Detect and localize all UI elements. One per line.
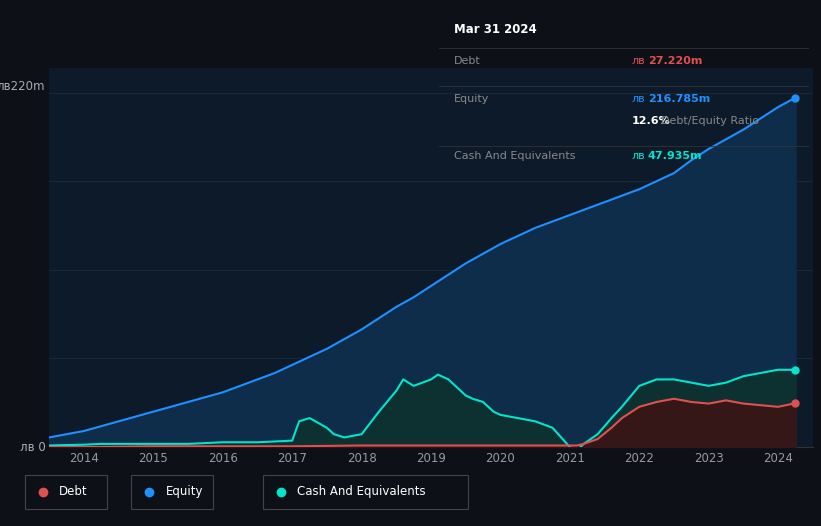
Text: лв: лв (631, 150, 645, 161)
Text: лв 0: лв 0 (20, 441, 45, 453)
Text: Debt: Debt (59, 485, 88, 498)
Text: 216.785m: 216.785m (648, 94, 710, 104)
Text: Equity: Equity (166, 485, 204, 498)
Text: Cash And Equivalents: Cash And Equivalents (454, 150, 576, 161)
Text: 12.6%: 12.6% (631, 116, 670, 126)
Text: Cash And Equivalents: Cash And Equivalents (297, 485, 426, 498)
Text: лв: лв (631, 56, 645, 66)
Text: 47.935m: 47.935m (648, 150, 703, 161)
Text: лв220m: лв220m (0, 79, 45, 93)
Text: Mar 31 2024: Mar 31 2024 (454, 23, 537, 36)
Text: 27.220m: 27.220m (648, 56, 702, 66)
Text: Equity: Equity (454, 94, 489, 104)
Text: лв: лв (631, 94, 645, 104)
Text: Debt/Equity Ratio: Debt/Equity Ratio (661, 116, 759, 126)
Text: Debt: Debt (454, 56, 481, 66)
